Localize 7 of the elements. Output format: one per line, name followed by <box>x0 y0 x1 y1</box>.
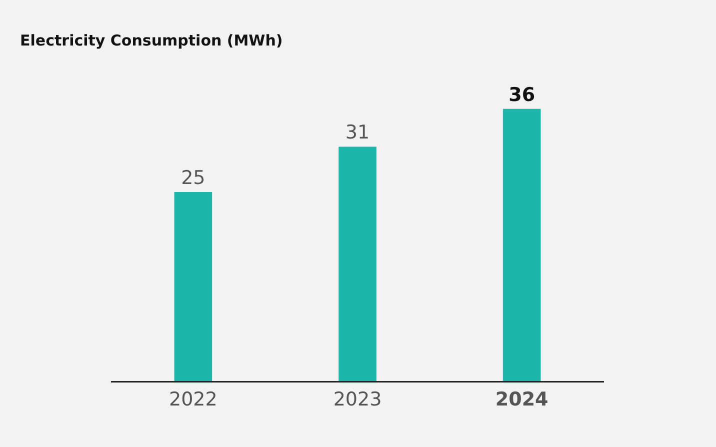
data-label: 36 <box>508 84 536 106</box>
data-label: 25 <box>181 167 206 190</box>
chart-title: Electricity Consumption (MWh) <box>20 31 283 50</box>
x-tick-label: 2024 <box>495 388 548 410</box>
x-tick-label: 2023 <box>333 388 382 410</box>
data-label: 31 <box>345 122 370 144</box>
x-tick-label: 2022 <box>168 388 218 410</box>
